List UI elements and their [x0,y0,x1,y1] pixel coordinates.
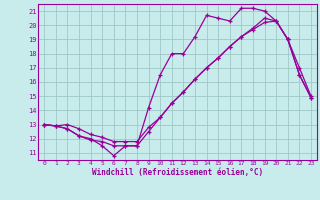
X-axis label: Windchill (Refroidissement éolien,°C): Windchill (Refroidissement éolien,°C) [92,168,263,177]
